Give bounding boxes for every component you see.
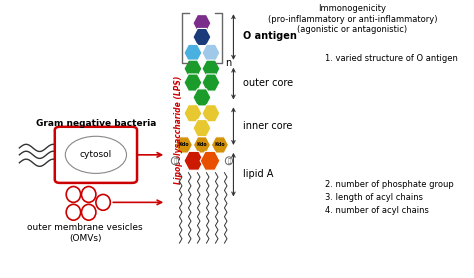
Polygon shape <box>193 89 211 106</box>
Text: outer membrane vesicles
(OMVs): outer membrane vesicles (OMVs) <box>27 223 143 242</box>
Ellipse shape <box>66 204 81 220</box>
Text: Lipopolysaccharide (LPS): Lipopolysaccharide (LPS) <box>174 76 183 184</box>
Text: Immonogenicity
(pro-inflammatory or anti-inflammatory)
(agonistic or antagonisti: Immonogenicity (pro-inflammatory or anti… <box>268 4 437 34</box>
Text: Kdo: Kdo <box>215 142 225 147</box>
Polygon shape <box>184 151 204 170</box>
Polygon shape <box>193 28 211 46</box>
Text: Kdo: Kdo <box>179 142 189 147</box>
Polygon shape <box>202 74 220 91</box>
Ellipse shape <box>82 187 96 202</box>
Text: ⓟ: ⓟ <box>228 158 230 163</box>
FancyBboxPatch shape <box>55 127 137 183</box>
Ellipse shape <box>96 194 110 210</box>
Ellipse shape <box>82 204 96 220</box>
Polygon shape <box>200 151 220 170</box>
Text: O antigen: O antigen <box>243 31 297 41</box>
Polygon shape <box>193 137 210 153</box>
Polygon shape <box>175 137 192 153</box>
Polygon shape <box>193 120 211 137</box>
Text: n: n <box>225 58 231 68</box>
Polygon shape <box>193 15 211 32</box>
Polygon shape <box>184 105 202 122</box>
Text: cytosol: cytosol <box>80 150 112 159</box>
Text: Kdo: Kdo <box>197 142 207 147</box>
Text: outer core: outer core <box>243 78 293 88</box>
Polygon shape <box>211 137 228 153</box>
Polygon shape <box>202 44 220 61</box>
Text: Gram negative bacteria: Gram negative bacteria <box>36 119 156 128</box>
Polygon shape <box>184 44 202 61</box>
Polygon shape <box>184 60 202 77</box>
Ellipse shape <box>66 187 81 202</box>
Text: 2. number of phosphate group: 2. number of phosphate group <box>326 180 454 189</box>
Text: 1. varied structure of O antigen: 1. varied structure of O antigen <box>326 54 458 63</box>
Polygon shape <box>202 60 220 77</box>
Ellipse shape <box>225 157 233 165</box>
Text: ⓟ: ⓟ <box>173 158 176 163</box>
Polygon shape <box>202 105 220 122</box>
Text: 4. number of acyl chains: 4. number of acyl chains <box>326 206 429 215</box>
Ellipse shape <box>171 157 179 165</box>
Text: inner core: inner core <box>243 121 292 131</box>
Text: lipid A: lipid A <box>243 169 273 179</box>
Text: 3. length of acyl chains: 3. length of acyl chains <box>326 193 423 202</box>
Ellipse shape <box>65 136 127 173</box>
Polygon shape <box>184 74 202 91</box>
